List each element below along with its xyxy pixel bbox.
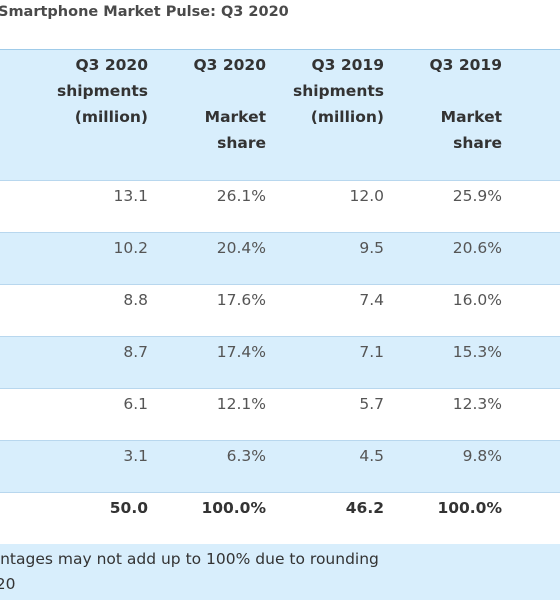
table-caption: Smartphone Market Pulse: Q3 2020 bbox=[0, 4, 289, 20]
header-q3-2020-shipments: Q3 2020 shipments (million) bbox=[20, 49, 158, 181]
rounding-note: rcentages may not add up to 100% due to … bbox=[0, 550, 379, 568]
cell-q3-2020-share: 26.1% bbox=[216, 187, 266, 205]
row-vendor-name: g bbox=[0, 239, 20, 257]
cell-q3-2020-share: 17.4% bbox=[216, 343, 266, 361]
cell-q3-2019-share: 20.6% bbox=[452, 239, 502, 257]
table-row: 3.1 6.3% 4.5 9.8% bbox=[0, 440, 560, 493]
cell-q3-2020-share: 6.3% bbox=[226, 447, 266, 465]
cell-q3-2019-shipments: 4.5 bbox=[359, 447, 384, 465]
cell-q3-2019-share: 15.3% bbox=[452, 343, 502, 361]
cell-q3-2019-share: 25.9% bbox=[452, 187, 502, 205]
total-q3-2020-shipments: 50.0 bbox=[109, 499, 148, 517]
header-q3-2019-market-share: Q3 2019 Market share bbox=[394, 49, 512, 181]
source-note: 2020 bbox=[0, 575, 16, 593]
cell-q3-2020-share: 17.6% bbox=[216, 291, 266, 309]
cell-q3-2019-share: 12.3% bbox=[452, 395, 502, 413]
cell-q3-2020-shipments: 6.1 bbox=[123, 395, 148, 413]
table-row: 8.8 17.6% 7.4 16.0% bbox=[0, 284, 560, 337]
cell-q3-2019-shipments: 9.5 bbox=[359, 239, 384, 257]
table-row: 13.1 26.1% 12.0 25.9% bbox=[0, 180, 560, 233]
table-row: g 10.2 20.4% 9.5 20.6% bbox=[0, 232, 560, 285]
total-q3-2020-share: 100.0% bbox=[201, 499, 266, 517]
table-row: 6.1 12.1% 5.7 12.3% bbox=[0, 388, 560, 441]
table-notes: rcentages may not add up to 100% due to … bbox=[0, 544, 560, 600]
header-q3-2020-market-share: Q3 2020 Market share bbox=[158, 49, 276, 181]
cell-q3-2019-share: 9.8% bbox=[462, 447, 502, 465]
total-q3-2019-share: 100.0% bbox=[437, 499, 502, 517]
header-vendor bbox=[0, 49, 20, 181]
cell-q3-2020-shipments: 8.8 bbox=[123, 291, 148, 309]
header-q3-2019-shipments: Q3 2019 shipments (million) bbox=[276, 49, 394, 181]
cell-q3-2020-shipments: 8.7 bbox=[123, 343, 148, 361]
cell-q3-2019-share: 16.0% bbox=[452, 291, 502, 309]
total-row: 50.0 100.0% 46.2 100.0% bbox=[0, 492, 560, 546]
cell-q3-2019-shipments: 5.7 bbox=[359, 395, 384, 413]
cell-q3-2019-shipments: 7.4 bbox=[359, 291, 384, 309]
header-extra bbox=[512, 49, 560, 181]
cell-q3-2019-shipments: 7.1 bbox=[359, 343, 384, 361]
cell-q3-2019-shipments: 12.0 bbox=[349, 187, 384, 205]
header-row: Q3 2020 shipments (million) Q3 2020 Mark… bbox=[0, 49, 560, 181]
cell-q3-2020-shipments: 13.1 bbox=[113, 187, 148, 205]
total-q3-2019-shipments: 46.2 bbox=[345, 499, 384, 517]
cell-q3-2020-share: 12.1% bbox=[216, 395, 266, 413]
cell-q3-2020-shipments: 10.2 bbox=[113, 239, 148, 257]
market-share-table: Q3 2020 shipments (million) Q3 2020 Mark… bbox=[0, 49, 560, 546]
cell-q3-2020-share: 20.4% bbox=[216, 239, 266, 257]
table-row: 8.7 17.4% 7.1 15.3% bbox=[0, 336, 560, 389]
cell-q3-2020-shipments: 3.1 bbox=[123, 447, 148, 465]
